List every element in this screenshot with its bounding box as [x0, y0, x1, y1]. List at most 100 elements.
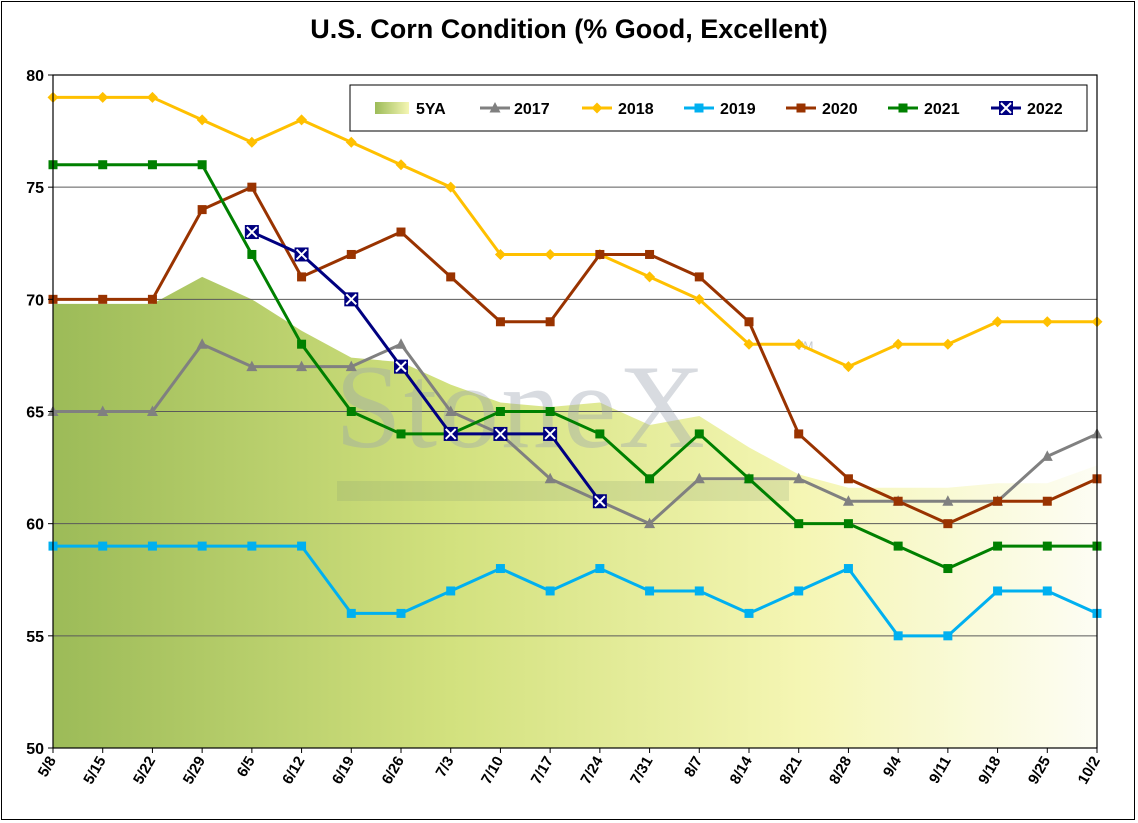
- point-2022-6/12: [294, 247, 309, 262]
- x-tick-label-6/12: 6/12: [279, 753, 308, 787]
- point-2019-8/14: [744, 608, 754, 618]
- point-2017-5/29: [196, 338, 208, 349]
- point-2021-5/22: [147, 160, 157, 170]
- series-2018: [47, 91, 1103, 373]
- legend-marker-2020: [796, 103, 806, 113]
- lines-layer: [47, 91, 1103, 641]
- point-2018-8/21: [793, 338, 805, 350]
- point-2020-6/26: [396, 227, 406, 237]
- point-2021-5/29: [197, 160, 207, 170]
- point-2019-9/4: [893, 631, 903, 641]
- area-5ya: [53, 276, 1097, 748]
- point-2020-5/15: [98, 294, 108, 304]
- point-2018-5/22: [146, 91, 158, 103]
- legend-label-2018: 2018: [618, 101, 654, 118]
- x-tick-label-10/2: 10/2: [1075, 753, 1104, 787]
- y-tick-label-80: 80: [26, 68, 44, 85]
- point-2017-5/22: [146, 405, 158, 416]
- point-2021-7/24: [595, 429, 605, 439]
- point-2018-5/15: [97, 91, 109, 103]
- point-2019-8/21: [794, 586, 804, 596]
- point-2018-6/5: [246, 136, 258, 148]
- point-2020-9/11: [943, 519, 953, 529]
- point-2018-5/29: [196, 114, 208, 126]
- point-2019-6/12: [297, 541, 307, 551]
- x-tick-label-5/29: 5/29: [180, 753, 209, 787]
- point-2018-7/3: [445, 181, 457, 193]
- legend-swatch-5YA: [375, 102, 409, 114]
- point-2017-6/19: [345, 360, 357, 372]
- point-2021-9/25: [1042, 541, 1052, 551]
- x-tick-label-6/5: 6/5: [234, 753, 259, 780]
- point-2020-7/3: [446, 272, 456, 282]
- point-2021-8/21: [794, 519, 804, 529]
- x-tick-label-7/24: 7/24: [577, 753, 607, 787]
- x-tick-label-7/3: 7/3: [432, 753, 457, 780]
- point-2020-5/29: [197, 205, 207, 215]
- point-2018-9/11: [942, 338, 954, 350]
- point-2020-9/18: [993, 496, 1003, 506]
- point-2021-8/7: [694, 429, 704, 439]
- point-2018-6/26: [395, 159, 407, 171]
- y-tick-label-75: 75: [26, 180, 44, 197]
- point-2020-7/17: [545, 317, 555, 327]
- point-2021-6/12: [297, 339, 307, 349]
- point-2018-6/12: [296, 114, 308, 126]
- legend: 5YA 2017 2018 2019 2020 2021 2022: [349, 84, 1088, 132]
- point-2019-9/18: [993, 586, 1003, 596]
- legend-entry-2018: 2018: [582, 101, 654, 118]
- point-2020-9/4: [893, 496, 903, 506]
- y-tick-label-50: 50: [26, 741, 44, 758]
- legend-entry-2021: 2021: [888, 101, 960, 118]
- point-2017-9/25: [1041, 450, 1053, 461]
- point-2017-8/28: [842, 495, 854, 506]
- series-2022: [244, 225, 607, 509]
- point-2017-8/21: [793, 472, 805, 484]
- y-tick-label-55: 55: [26, 629, 44, 646]
- point-2020-6/12: [297, 272, 307, 282]
- point-2022-6/26: [394, 359, 408, 374]
- point-2020-7/24: [595, 249, 605, 259]
- legend-label-2017: 2017: [514, 101, 550, 118]
- point-2021-6/26: [396, 429, 406, 439]
- legend-entry-5YA: 5YA: [375, 101, 446, 118]
- x-tick-label-9/4: 9/4: [880, 753, 905, 780]
- x-tick-label-6/26: 6/26: [379, 753, 408, 787]
- legend-entry-2020: 2020: [786, 101, 858, 118]
- x-tick-label-6/19: 6/19: [329, 753, 358, 787]
- point-2019-5/22: [147, 541, 157, 551]
- point-2019-7/10: [495, 564, 505, 574]
- point-2020-6/19: [346, 249, 356, 259]
- point-2022-7/3: [443, 426, 458, 441]
- point-2021-8/14: [744, 474, 754, 484]
- point-2021-8/28: [843, 519, 853, 529]
- point-2018-6/19: [345, 136, 357, 148]
- legend-label-2021: 2021: [924, 101, 960, 118]
- point-2018-7/17: [544, 248, 556, 260]
- point-2018-9/25: [1041, 316, 1053, 328]
- point-2021-9/4: [893, 541, 903, 551]
- point-2020-7/31: [645, 249, 655, 259]
- point-2017-6/12: [296, 360, 308, 372]
- point-2019-7/17: [545, 586, 555, 596]
- point-2017-7/31: [644, 517, 656, 529]
- point-2017-9/11: [942, 495, 954, 506]
- series-line-2020: [53, 185, 1098, 526]
- point-2019-7/31: [645, 586, 655, 596]
- legend-entry-2022: 2022: [991, 101, 1063, 118]
- point-2019-9/11: [943, 631, 953, 641]
- point-2022-7/24: [592, 494, 607, 509]
- legend-marker-2018: [591, 102, 603, 114]
- point-2019-8/28: [843, 564, 853, 574]
- legend-marker-2022: [999, 101, 1013, 115]
- point-2021-9/18: [993, 541, 1003, 551]
- point-2019-5/29: [197, 541, 207, 551]
- point-2019-7/3: [446, 586, 456, 596]
- x-tick-label-9/11: 9/11: [926, 753, 955, 786]
- legend-label-2020: 2020: [822, 101, 858, 118]
- point-2019-6/26: [396, 608, 406, 618]
- point-2021-6/19: [346, 407, 356, 416]
- x-tick-label-7/31: 7/31: [627, 753, 656, 787]
- point-2020-8/21: [794, 429, 804, 439]
